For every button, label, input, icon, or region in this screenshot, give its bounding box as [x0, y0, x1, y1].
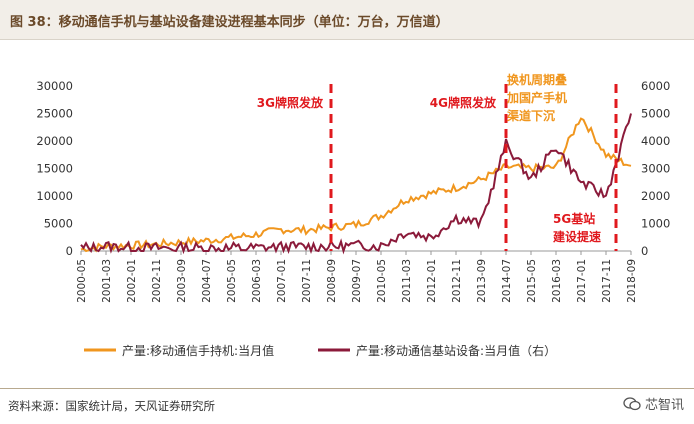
chart-area: 0 5000 10000 15000 20000 25000 30000 0 1000 2000 3… [36, 72, 670, 358]
marker-label-4g: 4G牌照发放 [430, 95, 497, 110]
x-tick-label: 2015-05 [526, 259, 538, 303]
y-left-tick-label: 15000 [36, 162, 73, 176]
x-tick-label: 2000-05 [76, 259, 88, 303]
annotation-replacement-cycle: 加国产手机 [506, 90, 567, 105]
y-left-tick-label: 30000 [36, 79, 73, 93]
y-right-tick-label: 6000 [641, 79, 670, 93]
legend-label-phones: 产量:移动通信手持机:当月值 [122, 343, 274, 358]
annotation-replacement-cycle: 渠道下沉 [507, 108, 555, 123]
x-tick-label: 2008-09 [326, 259, 338, 303]
x-tick-label: 2002-11 [151, 259, 163, 303]
x-tick-label: 2009-07 [351, 259, 363, 303]
wechat-icon [623, 397, 641, 411]
x-tick-label: 2002-01 [126, 259, 138, 303]
y-right-tick-label: 5000 [641, 107, 670, 121]
y-right-tick-label: 0 [641, 244, 648, 258]
x-tick-label: 2018-09 [626, 259, 638, 303]
annotation-5g-acceleration: 5G基站 [553, 211, 595, 226]
source-note: 资料来源：国家统计局，天风证券研究所 [8, 399, 215, 413]
x-tick-label: 2011-03 [401, 259, 413, 303]
x-tick-label: 2014-07 [501, 259, 513, 303]
legend-label-base-stations: 产量:移动通信基站设备:当月值（右） [356, 343, 556, 358]
x-tick-label: 2007-01 [276, 259, 288, 303]
x-tick-label: 2013-09 [476, 259, 488, 303]
x-tick-label: 2016-03 [551, 259, 563, 303]
watermark-text: 芯智讯 [644, 398, 684, 413]
chart-title: 图 38：移动通信手机与基站设备建设进程基本同步（单位：万台，万信道） [10, 15, 449, 30]
x-tick-label: 2012-01 [426, 259, 438, 303]
x-tick-label: 2017-01 [576, 259, 588, 303]
y-left-tick-label: 10000 [36, 189, 73, 203]
x-tick-label: 2012-11 [451, 259, 463, 303]
x-tick-label: 2010-05 [376, 259, 388, 303]
y-right-tick-label: 2000 [641, 189, 670, 203]
x-tick-label: 2007-11 [301, 259, 313, 303]
annotation-5g-acceleration: 建设提速 [552, 229, 601, 244]
series-line-phones [80, 117, 632, 253]
y-left-tick-label: 5000 [44, 217, 73, 231]
y-left-tick-label: 0 [66, 244, 73, 258]
y-left-tick-label: 20000 [36, 134, 73, 148]
y-right-tick-label: 1000 [641, 217, 670, 231]
x-tick-label: 2006-03 [251, 259, 263, 303]
y-left-tick-label: 25000 [36, 107, 73, 121]
footer-divider [0, 388, 694, 389]
title-bar: 图 38：移动通信手机与基站设备建设进程基本同步（单位：万台，万信道） [0, 0, 694, 40]
marker-label-3g: 3G牌照发放 [257, 95, 324, 110]
annotation-replacement-cycle: 换机周期叠 [507, 72, 567, 87]
x-tick-label: 2003-09 [176, 259, 188, 303]
x-tick-label: 2017-11 [601, 259, 613, 303]
x-tick-label: 2001-03 [101, 259, 113, 303]
watermark: 芯智讯 [623, 394, 684, 413]
series-line-base-stations [80, 113, 632, 255]
y-right-tick-label: 4000 [641, 134, 670, 148]
x-tick-label: 2004-07 [201, 259, 213, 303]
x-tick-label: 2005-05 [226, 259, 238, 303]
y-right-tick-label: 3000 [641, 162, 670, 176]
